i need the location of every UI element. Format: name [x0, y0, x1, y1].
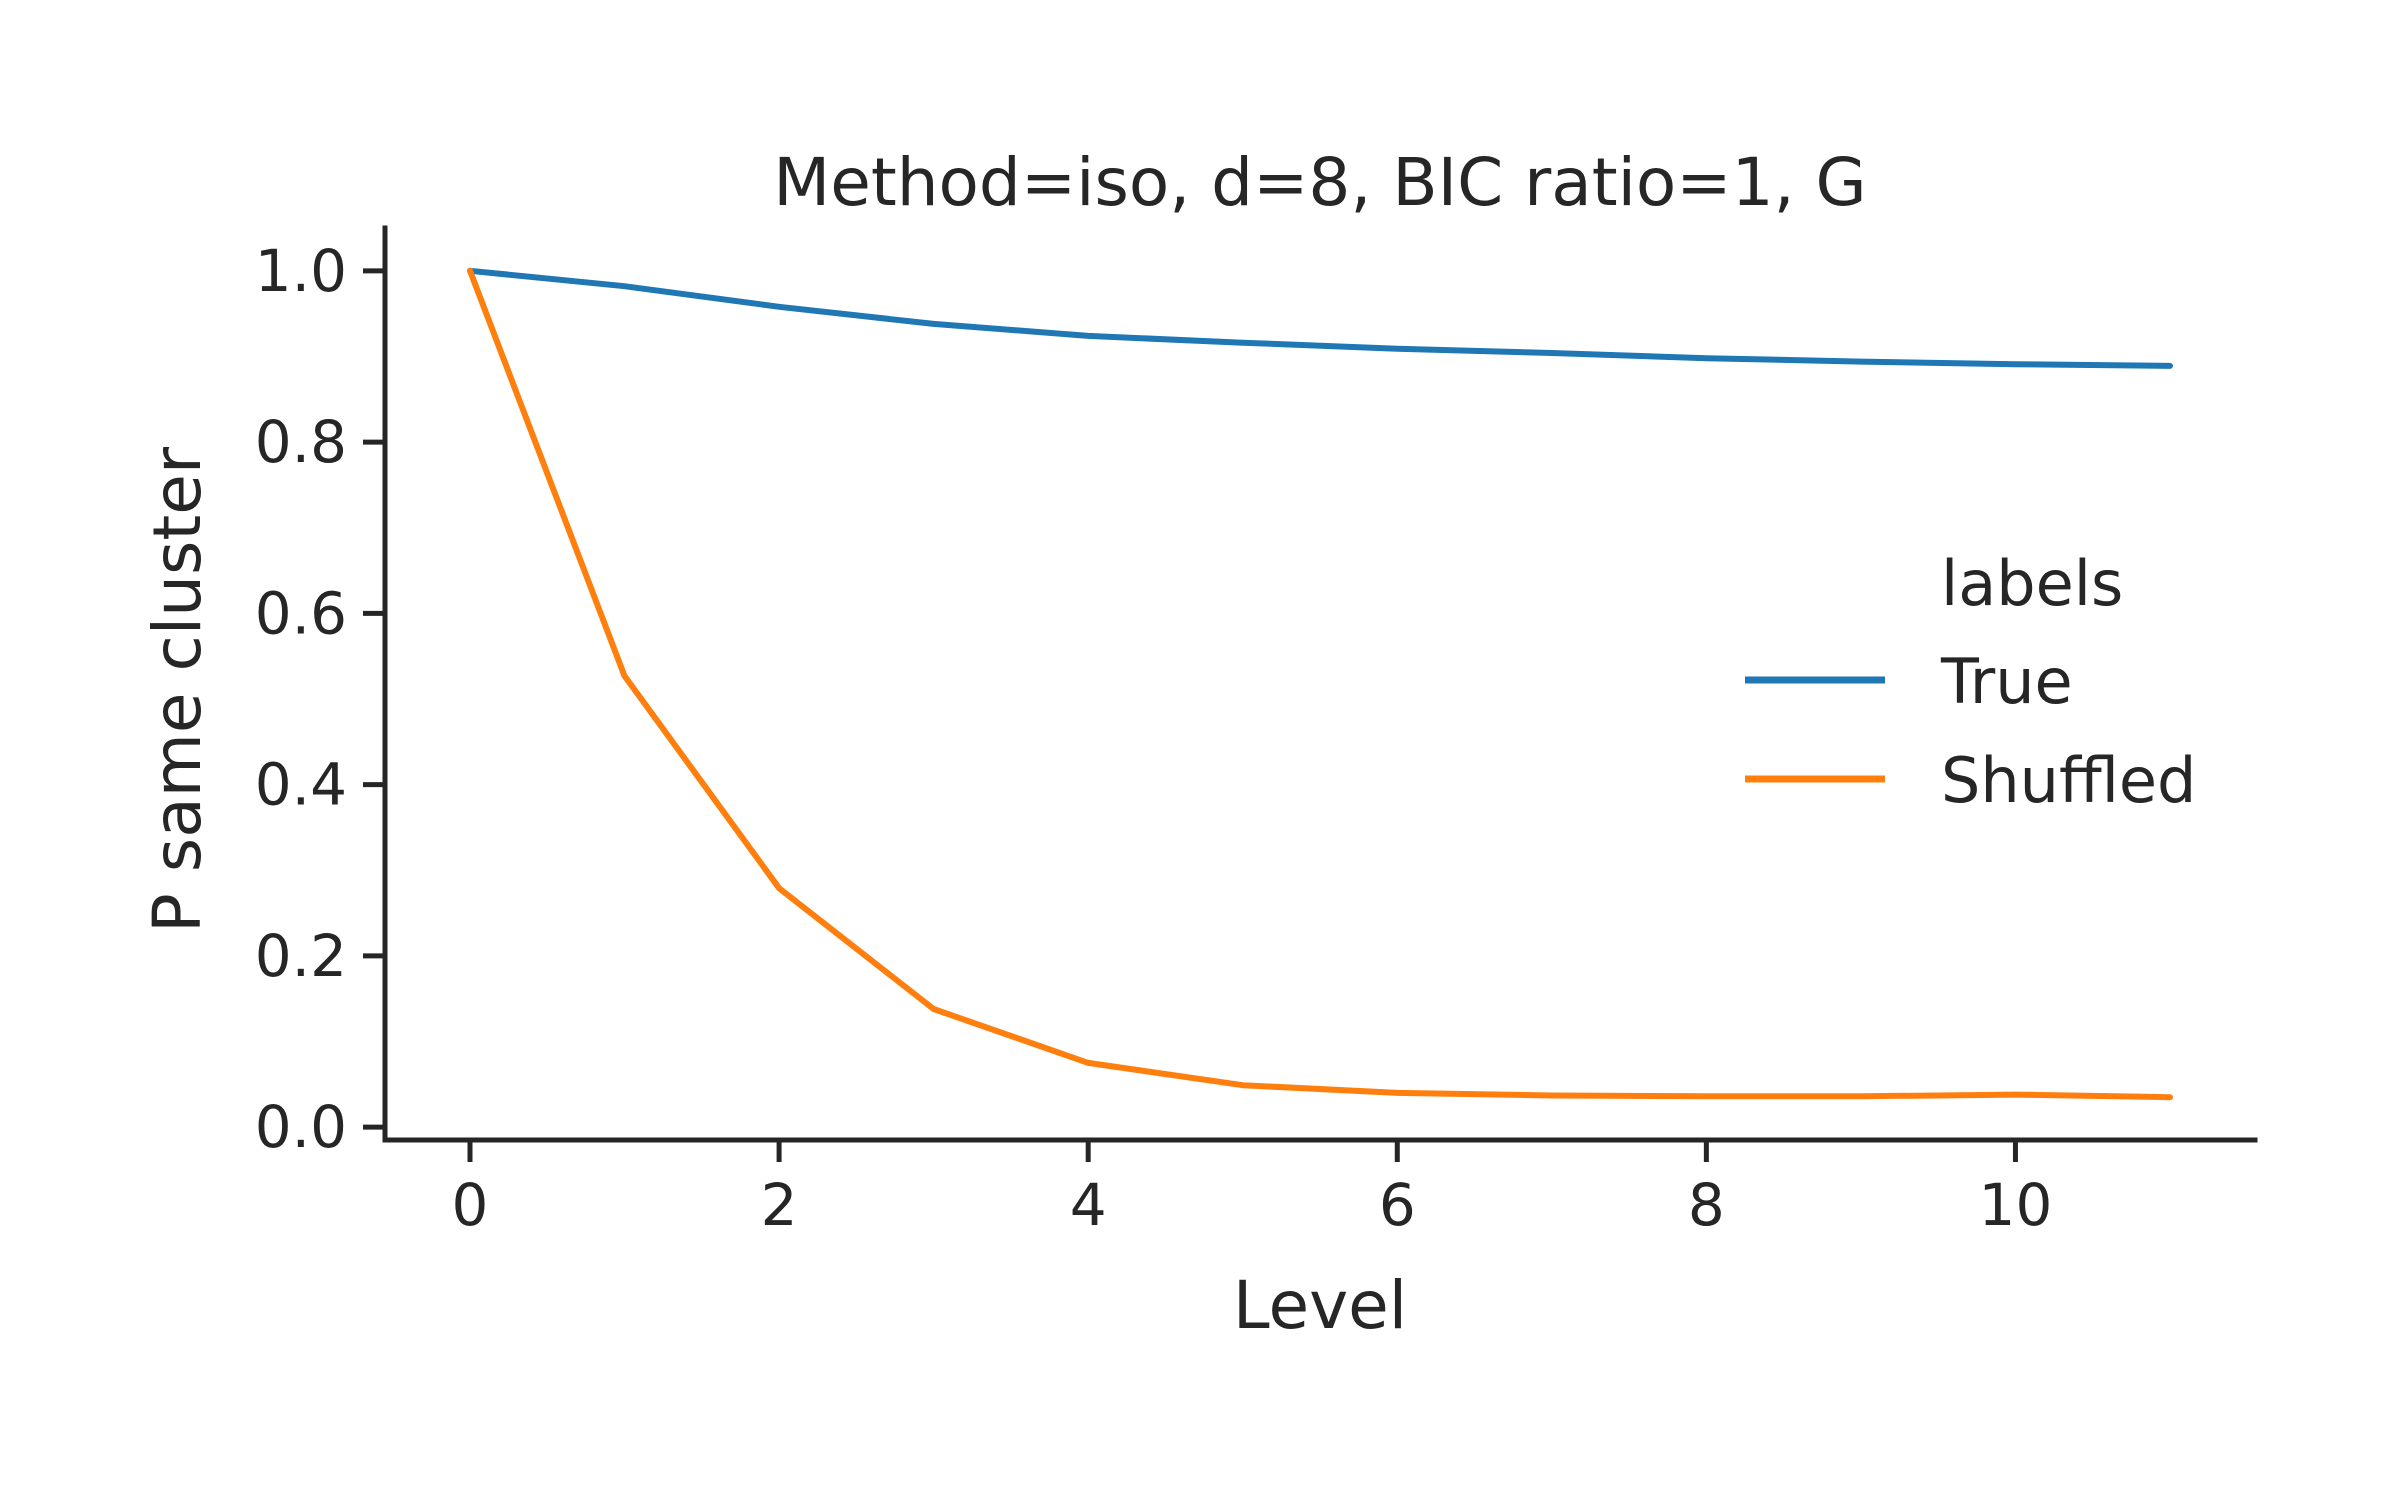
legend-label-true: True — [1940, 645, 2073, 718]
y-tick-label: 0.2 — [255, 922, 347, 990]
x-tick-label: 6 — [1379, 1171, 1416, 1239]
y-tick-label: 0.8 — [255, 408, 347, 476]
y-axis-label: P same cluster — [139, 446, 216, 933]
y-axis-ticks: 0.0 0.2 0.4 0.6 0.8 1.0 — [255, 237, 385, 1161]
x-tick-label: 8 — [1688, 1171, 1725, 1239]
x-tick-label: 0 — [452, 1171, 489, 1239]
chart-title: Method=iso, d=8, BIC ratio=1, G — [773, 144, 1866, 221]
y-tick-label: 1.0 — [255, 237, 347, 305]
series-line-shuffled — [467, 267, 2173, 1101]
series-line-true — [467, 267, 2173, 369]
y-tick-label: 0.0 — [255, 1093, 347, 1161]
x-tick-label: 2 — [761, 1171, 798, 1239]
x-tick-label: 10 — [1979, 1171, 2053, 1239]
x-tick-label: 4 — [1070, 1171, 1107, 1239]
legend-label-shuffled: Shuffled — [1941, 744, 2196, 817]
y-tick-label: 0.6 — [255, 579, 347, 647]
y-tick-label: 0.4 — [255, 751, 347, 819]
legend: labels True Shuffled — [1745, 547, 2196, 817]
x-axis-label: Level — [1233, 1267, 1407, 1344]
series-layer — [467, 267, 2173, 1101]
x-axis-ticks: 0 2 4 6 8 10 — [452, 1140, 2053, 1239]
legend-title: labels — [1941, 547, 2123, 620]
